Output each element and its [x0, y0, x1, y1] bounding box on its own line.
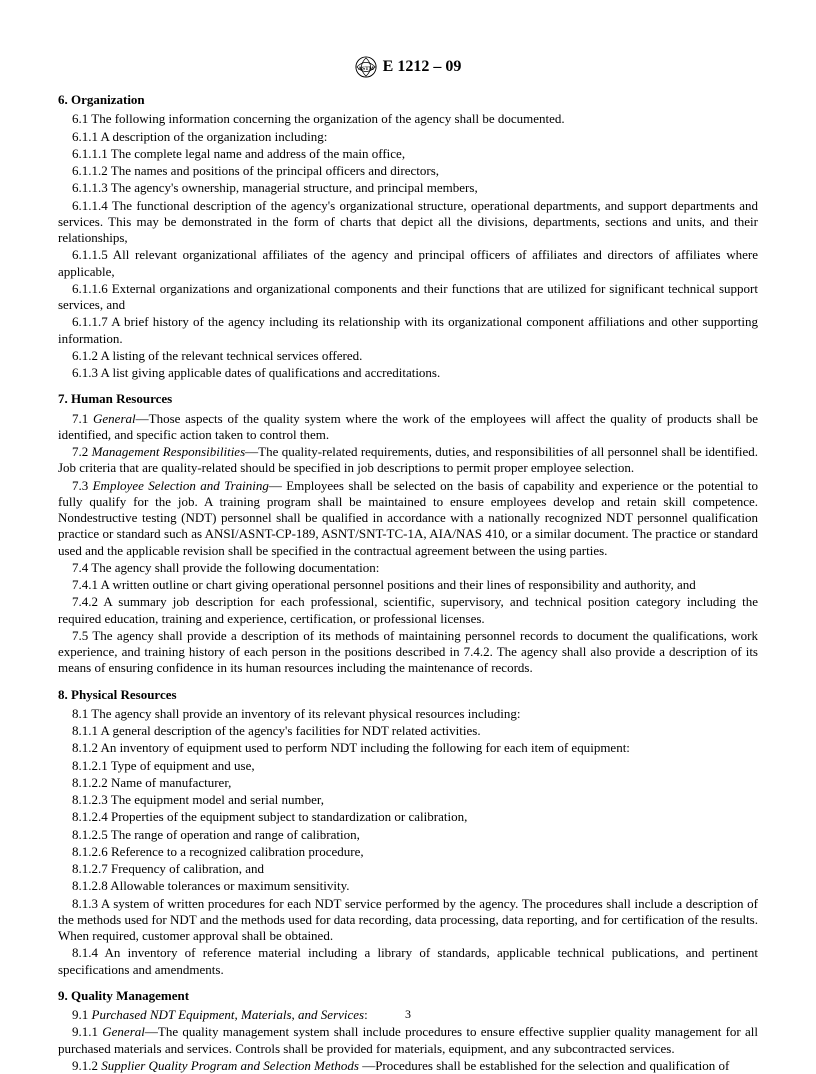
para-9-1-1-num: 9.1.1	[72, 1024, 102, 1039]
para-8-1-2-7: 8.1.2.7 Frequency of calibration, and	[58, 861, 758, 877]
para-6-1-1: 6.1.1 A description of the organization …	[58, 129, 758, 145]
para-6-1: 6.1 The following information concerning…	[58, 111, 758, 127]
para-8-1-2-4: 8.1.2.4 Properties of the equipment subj…	[58, 809, 758, 825]
para-8-1-2-6: 8.1.2.6 Reference to a recognized calibr…	[58, 844, 758, 860]
document-page: ASTM E 1212 – 09 6. Organization 6.1 The…	[0, 0, 816, 1056]
para-6-1-1-3: 6.1.1.3 The agency's ownership, manageri…	[58, 180, 758, 196]
para-6-1-1-6: 6.1.1.6 External organizations and organ…	[58, 281, 758, 314]
para-7-2-num: 7.2	[72, 444, 92, 459]
para-7-1: 7.1 General—Those aspects of the quality…	[58, 411, 758, 444]
para-8-1-4: 8.1.4 An inventory of reference material…	[58, 945, 758, 978]
para-6-1-3: 6.1.3 A list giving applicable dates of …	[58, 365, 758, 381]
para-9-1-1-label: General	[102, 1024, 145, 1039]
para-9-1-2: 9.1.2 Supplier Quality Program and Selec…	[58, 1058, 758, 1074]
para-8-1-2: 8.1.2 An inventory of equipment used to …	[58, 740, 758, 756]
para-7-2: 7.2 Management Responsibilities—The qual…	[58, 444, 758, 477]
para-7-4-1: 7.4.1 A written outline or chart giving …	[58, 577, 758, 593]
para-8-1-2-8: 8.1.2.8 Allowable tolerances or maximum …	[58, 878, 758, 894]
para-6-1-2: 6.1.2 A listing of the relevant technica…	[58, 348, 758, 364]
para-8-1-3: 8.1.3 A system of written procedures for…	[58, 896, 758, 945]
para-7-4-2: 7.4.2 A summary job description for each…	[58, 594, 758, 627]
para-6-1-1-4: 6.1.1.4 The functional description of th…	[58, 198, 758, 247]
para-7-1-label: General	[93, 411, 136, 426]
para-9-1-2-num: 9.1.2	[72, 1058, 101, 1073]
para-7-1-rest: —Those aspects of the quality system whe…	[58, 411, 758, 442]
para-6-1-1-5: 6.1.1.5 All relevant organizational affi…	[58, 247, 758, 280]
section-6-title: 6. Organization	[58, 92, 758, 108]
para-8-1-2-2: 8.1.2.2 Name of manufacturer,	[58, 775, 758, 791]
para-7-2-label: Management Responsibilities	[92, 444, 246, 459]
para-7-4: 7.4 The agency shall provide the followi…	[58, 560, 758, 576]
section-8-title: 8. Physical Resources	[58, 687, 758, 703]
para-6-1-1-2: 6.1.1.2 The names and positions of the p…	[58, 163, 758, 179]
para-9-1-2-label: Supplier Quality Program and Selection M…	[101, 1058, 362, 1073]
para-6-1-1-7: 6.1.1.7 A brief history of the agency in…	[58, 314, 758, 347]
astm-logo-icon: ASTM	[355, 56, 377, 78]
section-9-title: 9. Quality Management	[58, 988, 758, 1004]
para-8-1-2-3: 8.1.2.3 The equipment model and serial n…	[58, 792, 758, 808]
section-7-title: 7. Human Resources	[58, 391, 758, 407]
para-6-1-1-1: 6.1.1.1 The complete legal name and addr…	[58, 146, 758, 162]
para-8-1: 8.1 The agency shall provide an inventor…	[58, 706, 758, 722]
para-8-1-1: 8.1.1 A general description of the agenc…	[58, 723, 758, 739]
para-8-1-2-1: 8.1.2.1 Type of equipment and use,	[58, 758, 758, 774]
para-7-1-num: 7.1	[72, 411, 93, 426]
para-9-1-1: 9.1.1 General—The quality management sys…	[58, 1024, 758, 1057]
document-header: ASTM E 1212 – 09	[58, 56, 758, 78]
standard-number: E 1212 – 09	[383, 57, 462, 77]
para-9-1-1-rest: —The quality management system shall inc…	[58, 1024, 758, 1055]
para-7-5: 7.5 The agency shall provide a descripti…	[58, 628, 758, 677]
para-7-3-num: 7.3	[72, 478, 93, 493]
para-7-3: 7.3 Employee Selection and Training— Emp…	[58, 478, 758, 559]
page-number: 3	[0, 1007, 816, 1022]
para-9-1-2-rest: —Procedures shall be established for the…	[362, 1058, 729, 1073]
svg-text:ASTM: ASTM	[358, 66, 375, 72]
para-7-3-label: Employee Selection and Training	[93, 478, 269, 493]
para-8-1-2-5: 8.1.2.5 The range of operation and range…	[58, 827, 758, 843]
